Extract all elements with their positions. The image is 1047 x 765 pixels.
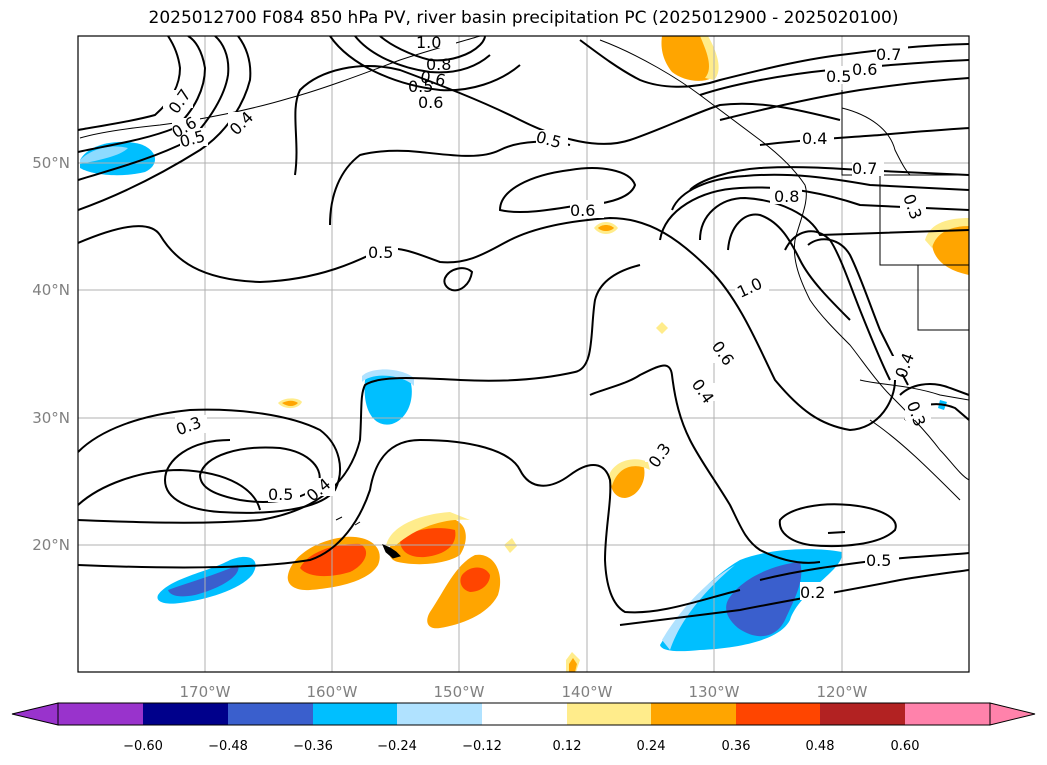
contour-label: 0.2 — [800, 583, 825, 602]
pos-patch-rockies — [932, 225, 969, 275]
x-tick-label: 150°W — [434, 683, 485, 701]
contour-label: 0.4 — [802, 129, 827, 148]
contour-label: 0.7 — [876, 45, 901, 64]
pos-patch-alaska-coast — [661, 36, 717, 81]
x-tick-label: 160°W — [307, 683, 358, 701]
colorbar-outline — [57, 702, 991, 726]
contour-label: 0.6 — [419, 67, 447, 90]
y-tick-label: 50°N — [32, 154, 70, 172]
colorbar-tick-label: −0.36 — [293, 739, 333, 754]
y-tick-label: 40°N — [32, 281, 70, 299]
y-tick-label: 20°N — [32, 536, 70, 554]
contour-north-3 — [78, 36, 207, 153]
contour-label: 0.5 — [368, 243, 393, 262]
colorbar-bin — [651, 703, 736, 725]
colorbar-tick-label: 0.36 — [722, 739, 751, 754]
colorbar-bin — [58, 703, 143, 725]
colorbar: −0.60 −0.48 −0.36 −0.24 −0.12 0.12 0.24 … — [11, 702, 1036, 754]
colorbar-bin — [820, 703, 905, 725]
x-tick-label: 140°W — [562, 683, 613, 701]
colorbar-tick-label: −0.12 — [462, 739, 502, 754]
colorbar-bin — [736, 703, 820, 725]
colorbar-tick-label: −0.24 — [377, 739, 417, 754]
contour-label: 0.5 — [408, 77, 433, 96]
contour-label: 0.7 — [852, 159, 877, 178]
map-title: 2025012700 F084 850 hPa PV, river basin … — [148, 8, 899, 28]
colorbar-bin — [482, 703, 567, 725]
contour-label: 0.5 — [268, 485, 293, 504]
contour-label: 0.8 — [774, 187, 799, 206]
contour-label: 0.8 — [426, 55, 451, 74]
x-tick-label: 120°W — [817, 683, 868, 701]
contour-label: 0.6 — [418, 93, 443, 112]
contour-label: 0.5 — [826, 67, 851, 86]
x-tick-label: 130°W — [689, 683, 740, 701]
colorbar-tick-label: 0.48 — [806, 739, 835, 754]
contour-south-low — [78, 408, 341, 514]
colorbar-bin — [567, 703, 651, 725]
colorbar-tick-label: −0.48 — [208, 739, 248, 754]
contour-north-1 — [78, 36, 252, 211]
x-tick-label: 170°W — [180, 683, 231, 701]
contour-label: 0.6 — [570, 201, 595, 220]
contour-label: 0.5 — [866, 551, 891, 570]
y-tick-label: 30°N — [32, 409, 70, 427]
colorbar-tick-label: −0.60 — [123, 739, 163, 754]
neg-patch-central — [364, 373, 412, 425]
precip-shading — [80, 36, 969, 672]
y-axis-ticks: 50°N 40°N 30°N 20°N — [32, 154, 70, 554]
colorbar-tick-label: 0.12 — [553, 739, 582, 754]
colorbar-bin — [397, 703, 482, 725]
colorbar-tick-label: 0.60 — [891, 739, 920, 754]
map-border — [77, 35, 970, 673]
contour-north-2 — [78, 36, 230, 181]
contour-trough-outer — [689, 166, 969, 191]
colorbar-bin — [313, 703, 397, 725]
colorbar-bin — [228, 703, 313, 725]
contour-ridge-outer — [294, 65, 841, 176]
contour-label: 1.0 — [416, 33, 441, 52]
contour-label: 0.6 — [852, 60, 877, 79]
colorbar-extend-high — [989, 702, 1036, 726]
x-axis-ticks: 170°W 160°W 150°W 140°W 130°W 120°W — [180, 683, 868, 701]
contour-mid-0.4 — [78, 264, 641, 524]
colorbar-bin — [143, 703, 228, 725]
colorbar-tick-label: 0.24 — [637, 739, 666, 754]
colorbar-extend-low — [11, 702, 59, 726]
colorbar-bin — [905, 703, 990, 725]
